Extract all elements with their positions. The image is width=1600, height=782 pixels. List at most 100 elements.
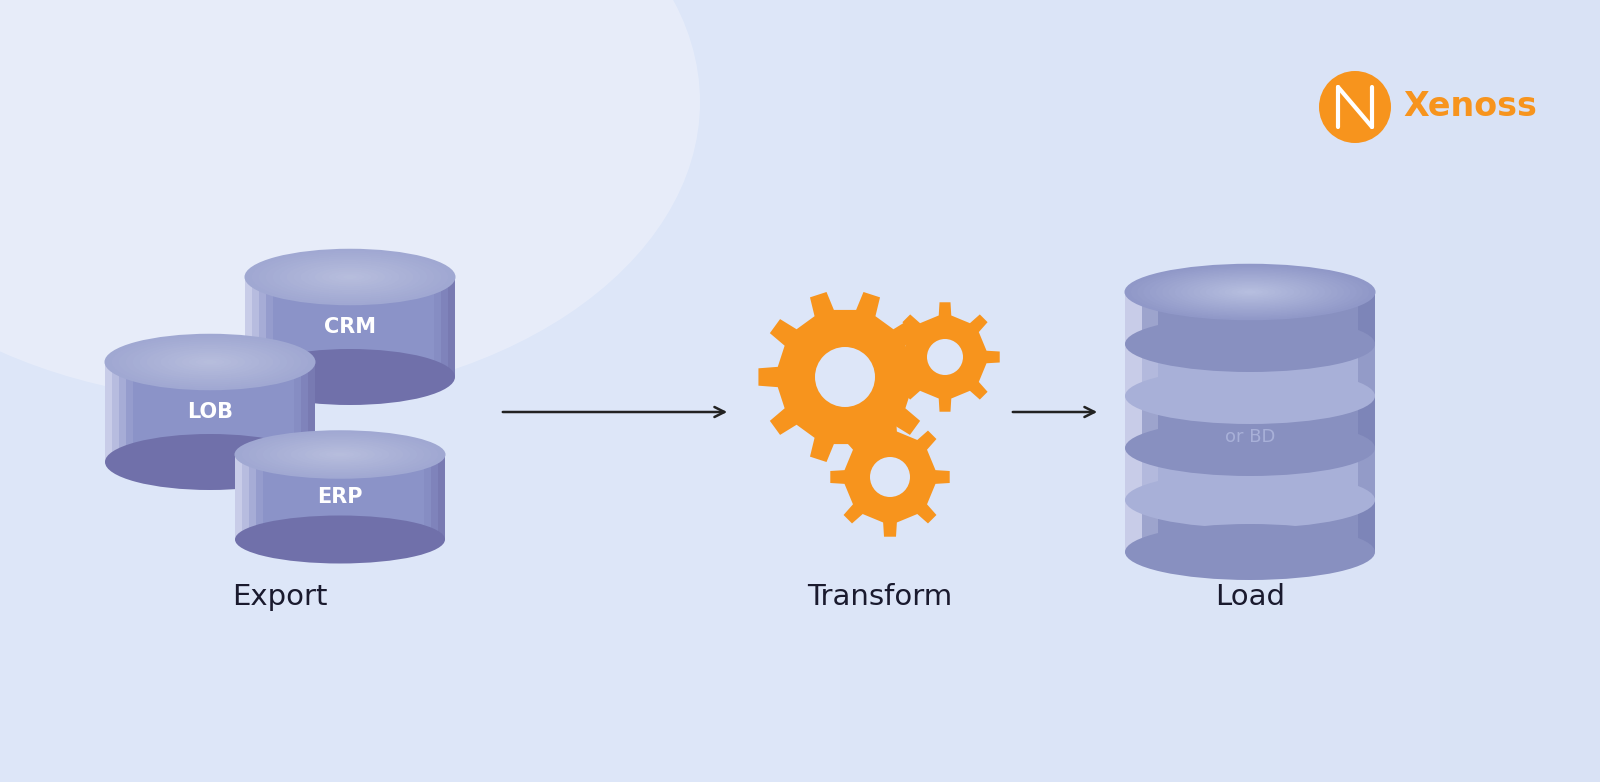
Bar (960, 0, 1000, 782)
Bar (1242, 500, 1258, 552)
Ellipse shape (1318, 71, 1390, 143)
Bar (301, 362, 307, 462)
Ellipse shape (106, 434, 315, 490)
Ellipse shape (235, 430, 445, 479)
Bar (920, 0, 960, 782)
Bar (118, 362, 126, 462)
Bar (1208, 292, 1226, 344)
Ellipse shape (203, 360, 218, 364)
Bar (106, 362, 112, 462)
Bar (1309, 292, 1325, 344)
Ellipse shape (168, 350, 253, 374)
Bar (840, 0, 880, 782)
Bar (1158, 344, 1174, 396)
Bar (154, 362, 162, 462)
Bar (354, 454, 362, 540)
Bar (442, 277, 448, 377)
Ellipse shape (1213, 283, 1288, 300)
Ellipse shape (1125, 316, 1374, 372)
Ellipse shape (304, 447, 376, 463)
Bar (1120, 0, 1160, 782)
Ellipse shape (315, 267, 386, 286)
Bar (389, 454, 395, 540)
Bar (280, 362, 286, 462)
Bar (1174, 344, 1192, 396)
Bar (1192, 344, 1208, 396)
Ellipse shape (328, 271, 371, 283)
Ellipse shape (125, 339, 294, 385)
Bar (133, 362, 141, 462)
Ellipse shape (133, 341, 288, 382)
Bar (210, 362, 218, 462)
Text: LOB: LOB (187, 402, 234, 422)
Bar (245, 277, 253, 377)
Bar (333, 454, 339, 540)
Bar (357, 277, 365, 377)
Ellipse shape (189, 356, 232, 368)
Ellipse shape (1162, 272, 1338, 312)
Bar (1325, 396, 1342, 448)
Bar (218, 362, 224, 462)
Bar (1142, 396, 1158, 448)
Bar (1208, 396, 1226, 448)
Ellipse shape (277, 439, 403, 469)
Bar (1440, 0, 1480, 782)
Bar (1226, 344, 1242, 396)
Bar (1200, 0, 1240, 782)
Ellipse shape (926, 339, 963, 375)
Bar (253, 362, 259, 462)
Ellipse shape (1206, 282, 1294, 302)
Bar (1325, 344, 1342, 396)
Ellipse shape (286, 260, 413, 294)
Bar (182, 362, 189, 462)
Bar (1192, 396, 1208, 448)
Bar (147, 362, 154, 462)
Ellipse shape (269, 438, 411, 471)
Text: Transform: Transform (808, 583, 952, 611)
Ellipse shape (174, 353, 245, 371)
Bar (1174, 500, 1192, 552)
Bar (1291, 448, 1309, 500)
Bar (1142, 292, 1158, 344)
Bar (1258, 292, 1275, 344)
Bar (347, 454, 354, 540)
Ellipse shape (272, 256, 427, 298)
Bar (378, 277, 386, 377)
Bar (285, 454, 291, 540)
Ellipse shape (1243, 290, 1256, 294)
Bar (224, 362, 230, 462)
Bar (1240, 0, 1280, 782)
Bar (274, 362, 280, 462)
Bar (368, 454, 374, 540)
Bar (1275, 500, 1291, 552)
Bar (262, 454, 270, 540)
Bar (1192, 292, 1208, 344)
Bar (1208, 500, 1226, 552)
Ellipse shape (160, 349, 259, 375)
Bar (307, 277, 315, 377)
Bar (430, 454, 438, 540)
Bar (382, 454, 389, 540)
Text: Data
warehouse
or BD: Data warehouse or BD (1202, 378, 1299, 446)
Bar (1258, 500, 1275, 552)
Ellipse shape (1125, 420, 1374, 476)
Bar (1342, 396, 1358, 448)
Ellipse shape (342, 275, 357, 279)
Bar (1158, 500, 1174, 552)
Bar (1280, 0, 1320, 782)
Bar (1158, 448, 1174, 500)
Bar (168, 362, 174, 462)
Text: CRM: CRM (323, 317, 376, 337)
Ellipse shape (266, 254, 435, 300)
Bar (1242, 344, 1258, 396)
Bar (1125, 344, 1142, 396)
Bar (1291, 396, 1309, 448)
Bar (312, 454, 318, 540)
Ellipse shape (1125, 368, 1374, 424)
Bar (1125, 292, 1142, 344)
Ellipse shape (147, 345, 274, 379)
Ellipse shape (814, 347, 875, 407)
Bar (1275, 344, 1291, 396)
Bar (1226, 500, 1242, 552)
Bar (203, 362, 210, 462)
